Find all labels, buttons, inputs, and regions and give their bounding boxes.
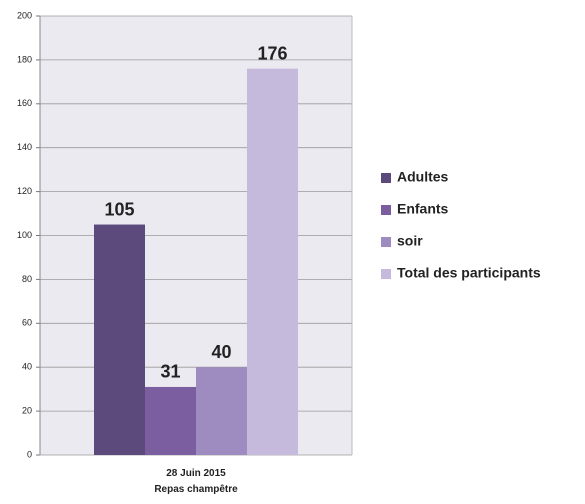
- bar: [247, 68, 298, 456]
- data-label: 40: [211, 342, 231, 362]
- legend-swatch: [381, 269, 391, 279]
- y-tick-label: 200: [17, 10, 32, 20]
- x-tick-label: 28 Juin 2015 Repas champêtre: [154, 468, 238, 495]
- data-label: 176: [257, 43, 287, 63]
- legend-swatch: [381, 237, 391, 247]
- legend-label: Total des participants: [397, 265, 541, 281]
- y-tick-label: 80: [22, 274, 32, 284]
- data-label: 31: [160, 362, 180, 382]
- y-tick-label: 140: [17, 142, 32, 152]
- bar: [145, 386, 196, 455]
- legend-label: Enfants: [397, 201, 449, 217]
- legend-swatch: [381, 173, 391, 183]
- y-tick-label: 160: [17, 98, 32, 108]
- bar: [196, 367, 247, 455]
- legend-label: Adultes: [397, 169, 449, 185]
- legend-label: soir: [397, 233, 423, 249]
- data-label: 105: [104, 199, 134, 219]
- y-tick-label: 60: [22, 318, 32, 328]
- y-tick-label: 180: [17, 54, 32, 64]
- y-tick-label: 0: [27, 449, 32, 459]
- bar: [94, 224, 145, 455]
- legend-swatch: [381, 205, 391, 215]
- y-tick-label: 40: [22, 362, 32, 372]
- y-tick-label: 20: [22, 405, 32, 415]
- y-tick-label: 120: [17, 186, 32, 196]
- y-tick-label: 100: [17, 230, 32, 240]
